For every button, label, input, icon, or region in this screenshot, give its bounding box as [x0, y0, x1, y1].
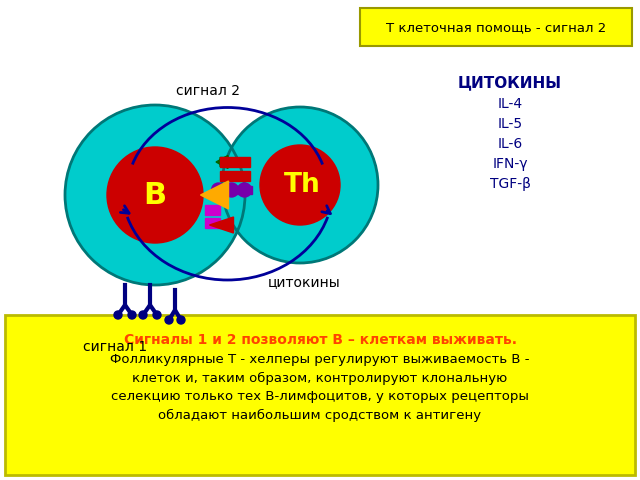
Text: Сигналы 1 и 2 позволяют В – клеткам выживать.: Сигналы 1 и 2 позволяют В – клеткам выжи…: [124, 333, 516, 347]
Circle shape: [107, 147, 203, 243]
Bar: [205, 205, 220, 215]
FancyArrow shape: [216, 156, 228, 168]
Text: сигнал 1: сигнал 1: [83, 340, 147, 354]
Text: IL-6: IL-6: [497, 137, 523, 151]
Text: Фолликулярные Т - хелперы регулируют выживаемость В -
клеток и, таким образом, к: Фолликулярные Т - хелперы регулируют выж…: [110, 353, 530, 422]
Text: ЦИТОКИНЫ: ЦИТОКИНЫ: [458, 75, 562, 90]
Circle shape: [237, 183, 252, 197]
Text: TGF-β: TGF-β: [490, 177, 531, 191]
Text: сигнал 2: сигнал 2: [175, 84, 239, 98]
Circle shape: [165, 316, 173, 324]
Circle shape: [177, 316, 185, 324]
Polygon shape: [209, 217, 234, 233]
Text: цитокины: цитокины: [268, 275, 340, 289]
Text: IFN-γ: IFN-γ: [492, 157, 528, 171]
Circle shape: [139, 311, 147, 319]
Circle shape: [260, 145, 340, 225]
Circle shape: [211, 183, 225, 197]
Bar: [205, 218, 220, 228]
Text: IL-4: IL-4: [497, 97, 523, 111]
Text: B: B: [143, 180, 166, 209]
Circle shape: [128, 311, 136, 319]
Text: IL-5: IL-5: [497, 117, 523, 131]
Polygon shape: [200, 181, 228, 209]
Circle shape: [153, 311, 161, 319]
Circle shape: [225, 183, 239, 197]
Bar: [220, 171, 250, 181]
Circle shape: [114, 311, 122, 319]
Circle shape: [222, 107, 378, 263]
Bar: [222, 186, 252, 194]
Bar: [220, 157, 250, 167]
Text: Th: Th: [284, 172, 321, 198]
Text: Т клеточная помощь - сигнал 2: Т клеточная помощь - сигнал 2: [386, 22, 606, 35]
Circle shape: [65, 105, 245, 285]
FancyBboxPatch shape: [5, 315, 635, 475]
FancyBboxPatch shape: [360, 8, 632, 46]
